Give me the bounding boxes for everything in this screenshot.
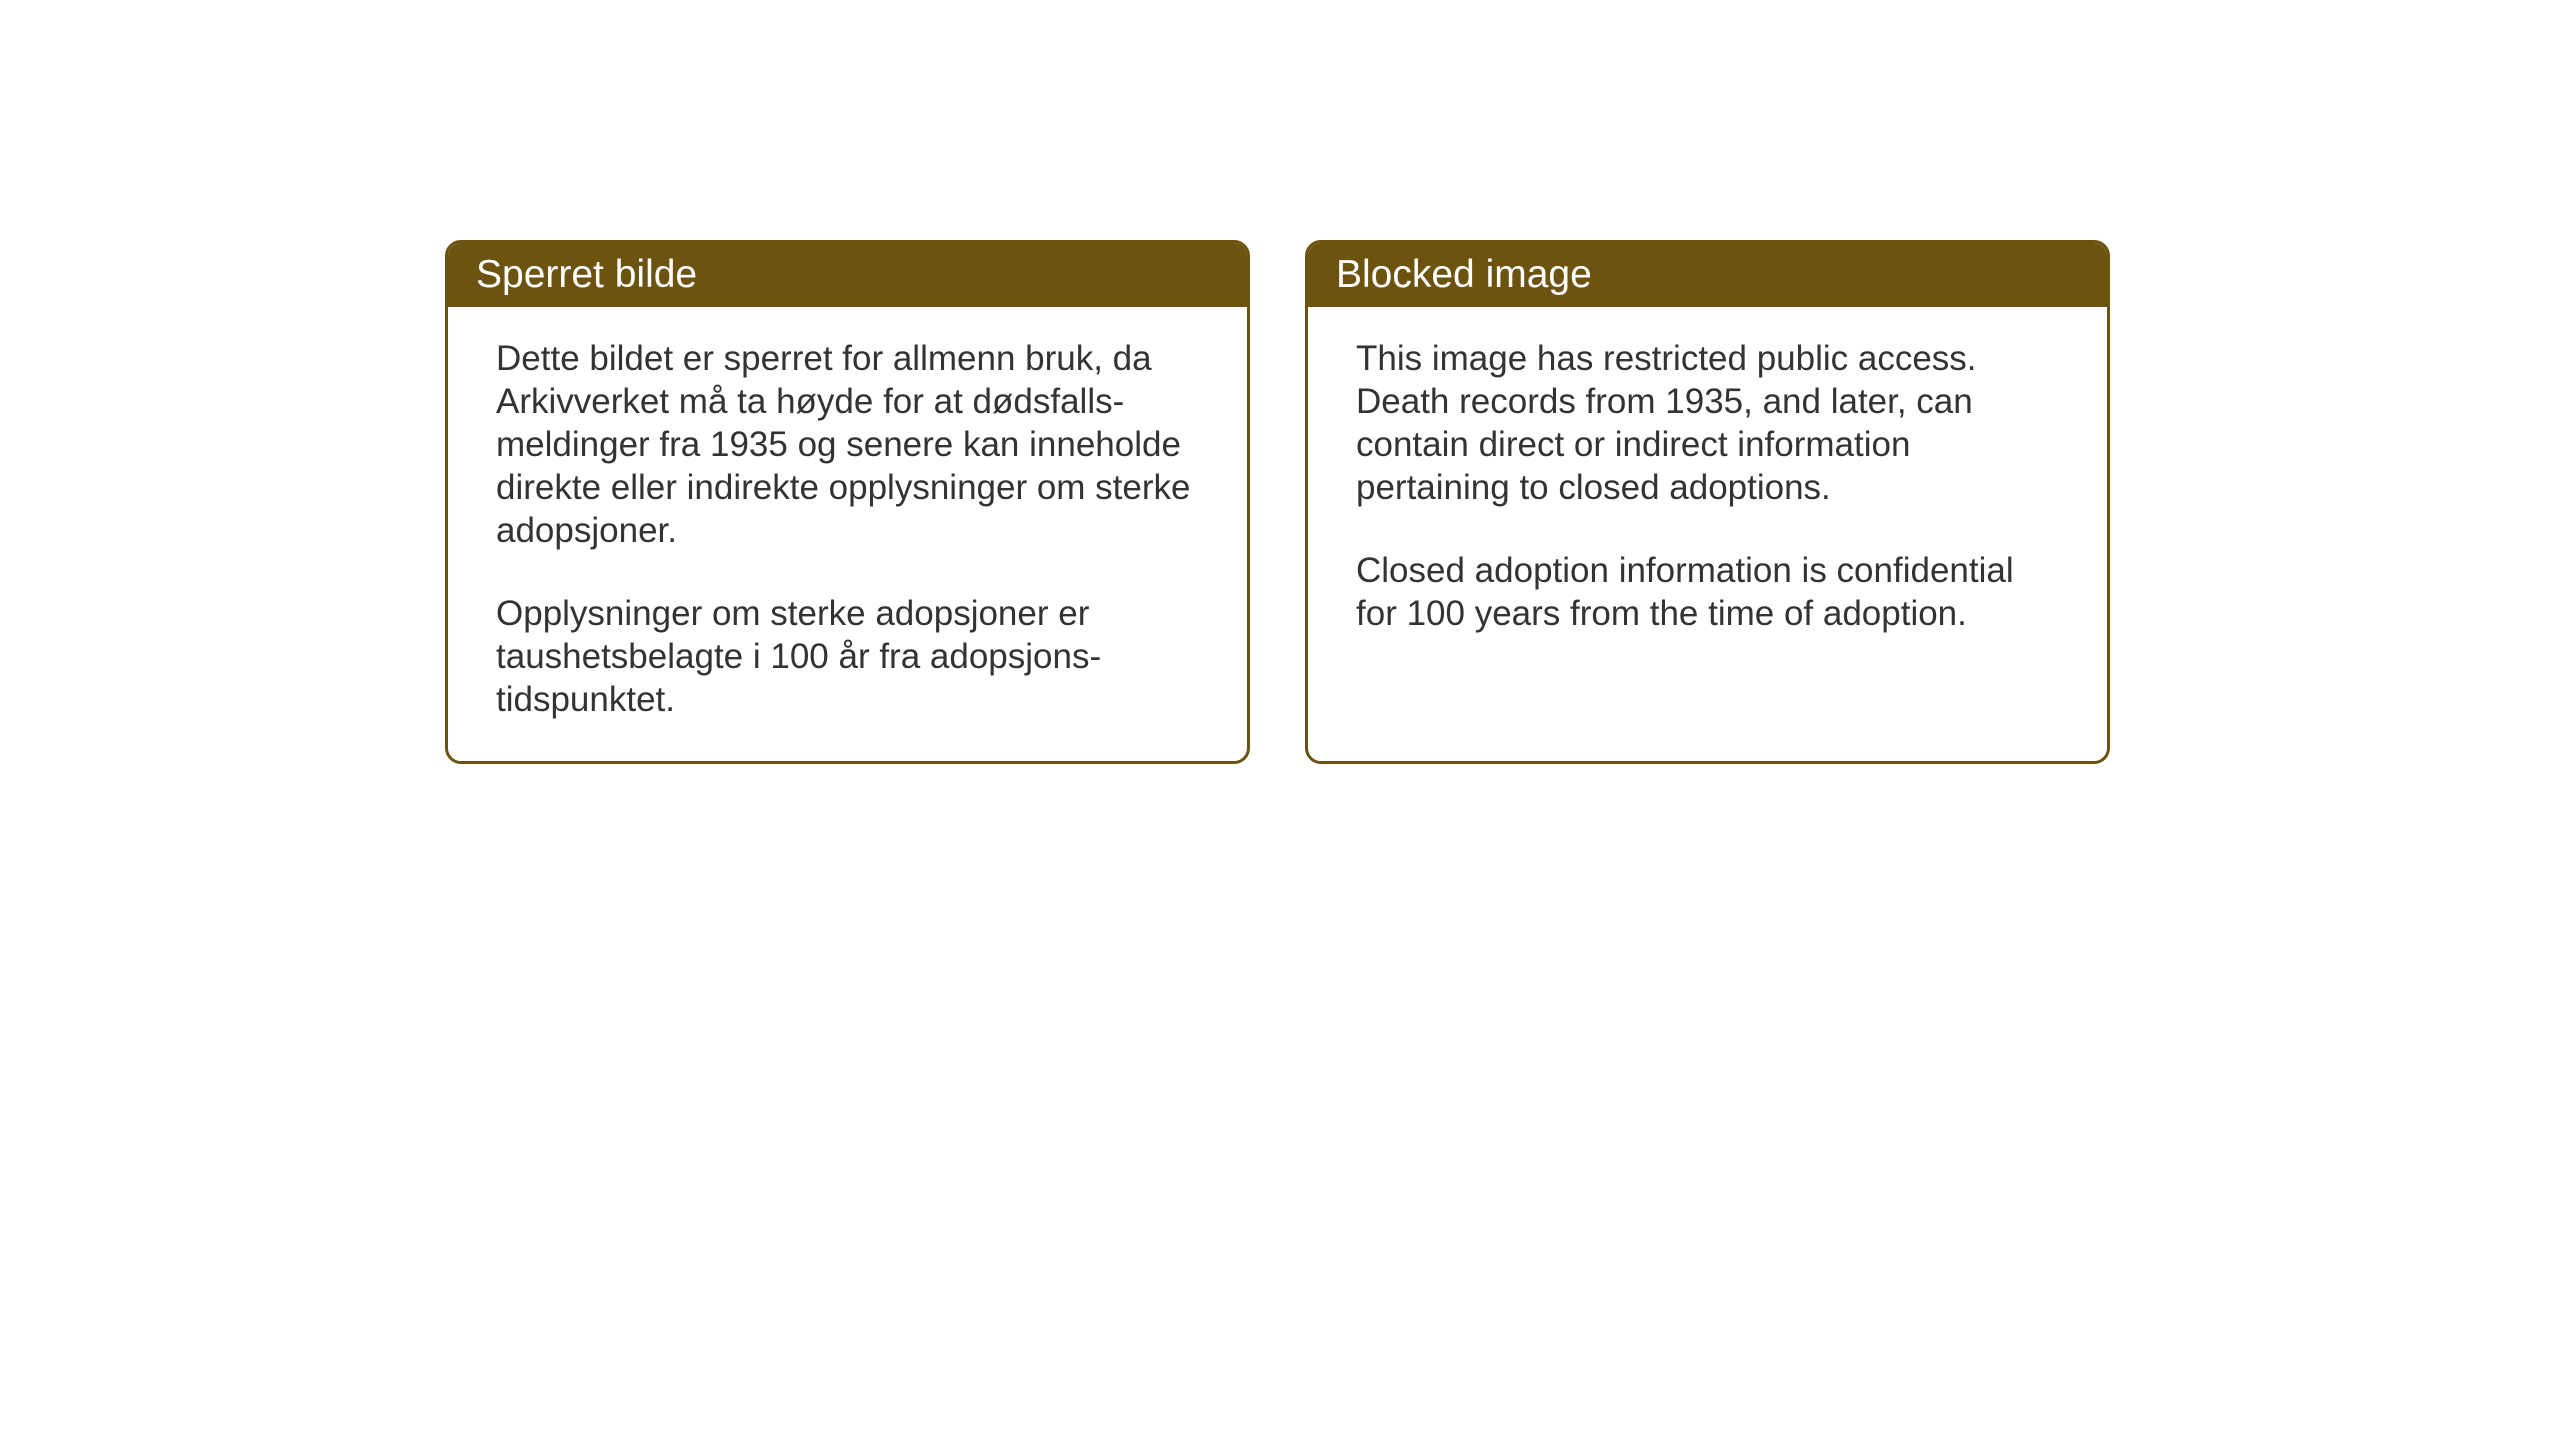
- notice-header-norwegian: Sperret bilde: [448, 243, 1247, 307]
- notice-body-english: This image has restricted public access.…: [1308, 307, 2107, 737]
- notice-paragraph-1-english: This image has restricted public access.…: [1356, 337, 2059, 509]
- notice-title-norwegian: Sperret bilde: [476, 253, 697, 296]
- notice-card-norwegian: Sperret bilde Dette bildet er sperret fo…: [445, 240, 1250, 764]
- notice-paragraph-2-norwegian: Opplysninger om sterke adopsjoner er tau…: [496, 592, 1199, 721]
- notice-card-english: Blocked image This image has restricted …: [1305, 240, 2110, 764]
- notice-paragraph-1-norwegian: Dette bildet er sperret for allmenn bruk…: [496, 337, 1199, 552]
- notice-title-english: Blocked image: [1336, 253, 1592, 296]
- notice-body-norwegian: Dette bildet er sperret for allmenn bruk…: [448, 307, 1247, 761]
- notice-header-english: Blocked image: [1308, 243, 2107, 307]
- notice-container: Sperret bilde Dette bildet er sperret fo…: [445, 240, 2110, 764]
- notice-paragraph-2-english: Closed adoption information is confident…: [1356, 549, 2059, 635]
